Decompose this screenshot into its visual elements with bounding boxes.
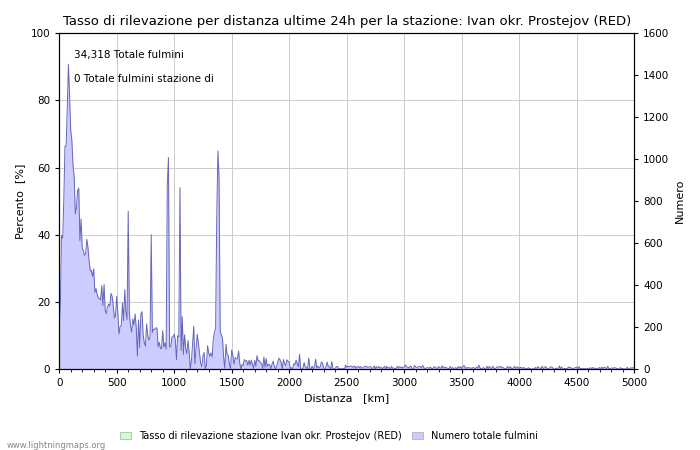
Text: 0 Totale fulmini stazione di: 0 Totale fulmini stazione di — [74, 74, 214, 84]
Text: 34,318 Totale fulmini: 34,318 Totale fulmini — [74, 50, 183, 60]
X-axis label: Distanza   [km]: Distanza [km] — [304, 393, 389, 404]
Text: www.lightningmaps.org: www.lightningmaps.org — [7, 441, 106, 450]
Y-axis label: Percento  [%]: Percento [%] — [15, 163, 25, 239]
Title: Tasso di rilevazione per distanza ultime 24h per la stazione: Ivan okr. Prostejo: Tasso di rilevazione per distanza ultime… — [62, 15, 631, 28]
Legend: Tasso di rilevazione stazione Ivan okr. Prostejov (RED), Numero totale fulmini: Tasso di rilevazione stazione Ivan okr. … — [116, 428, 542, 445]
Y-axis label: Numero: Numero — [675, 179, 685, 223]
